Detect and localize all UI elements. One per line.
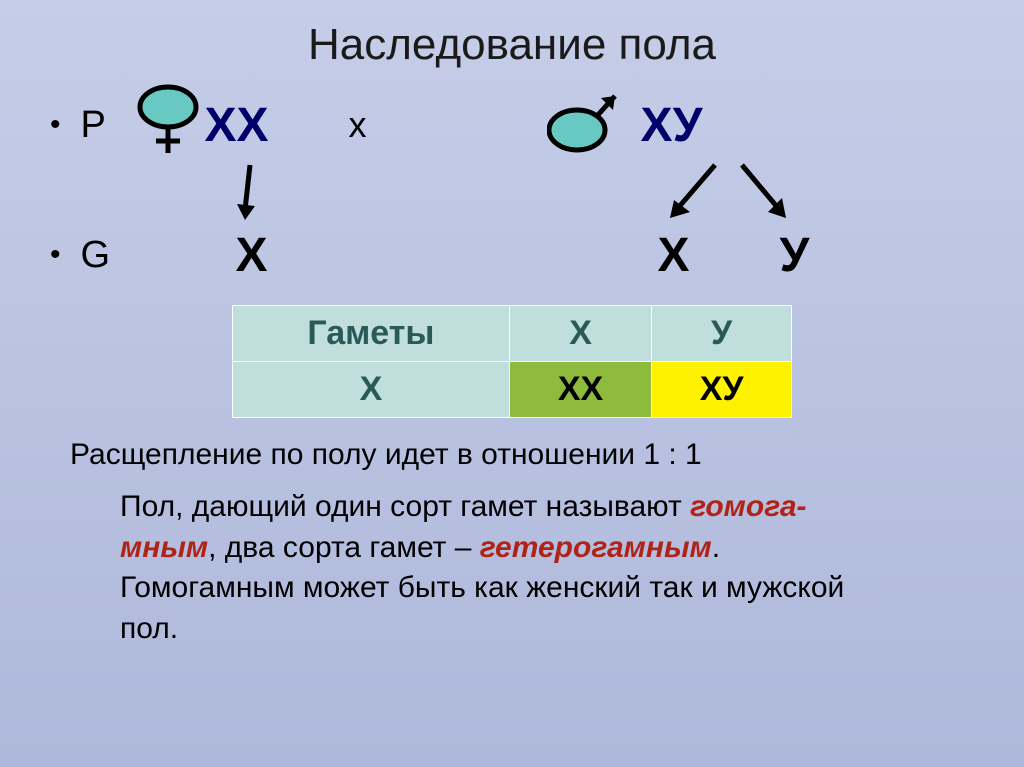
conclusion-text: Расщепление по полу идет в отношении 1 :… [70,438,974,472]
slide-title: Наследование пола [50,20,974,70]
punnett-row-header: Х [233,362,510,418]
g-label: G [81,234,121,277]
cross-symbol: х [349,104,367,146]
female-symbol [136,83,200,168]
punnett-square: ГаметыХУХХХХУ [232,305,792,418]
punnett-cell: ХХ [509,362,651,418]
arrow-male-left [660,160,730,230]
def-pre: Пол, дающий один сорт гамет называют [120,490,690,523]
punnett-col-header: Х [509,306,651,362]
female-gamete: Х [236,228,268,283]
arrow-female [230,160,270,230]
def-line4: пол. [120,612,178,645]
punnett-corner: Гаметы [233,306,510,362]
male-gamete-2: У [780,228,810,283]
male-gamete-1: Х [658,228,690,283]
def-emph1b: мным [120,531,208,564]
arrow-male-right [730,160,800,230]
gametes-row: • G Х Х У [50,225,974,285]
definition-text: Пол, дающий один сорт гамет называют гом… [120,487,924,649]
slide-container: Наследование пола • Р ХХ х ХУ [0,0,1024,767]
def-mid: , два сорта гамет – [208,531,480,564]
female-genotype: ХХ [205,98,269,153]
def-emph1: гомога- [690,490,806,523]
bullet-p: • [50,108,61,142]
def-line3: Гомогамным может быть как женский так и … [120,571,844,604]
punnett-col-header: У [652,306,792,362]
p-label: Р [81,104,121,147]
def-end: . [712,531,720,564]
punnett-cell: ХУ [652,362,792,418]
parents-row: • Р ХХ х ХУ [50,85,974,165]
male-genotype: ХУ [641,98,703,153]
bullet-g: • [50,238,61,272]
def-emph2: гетерогамным [480,531,712,564]
male-symbol [547,88,621,163]
